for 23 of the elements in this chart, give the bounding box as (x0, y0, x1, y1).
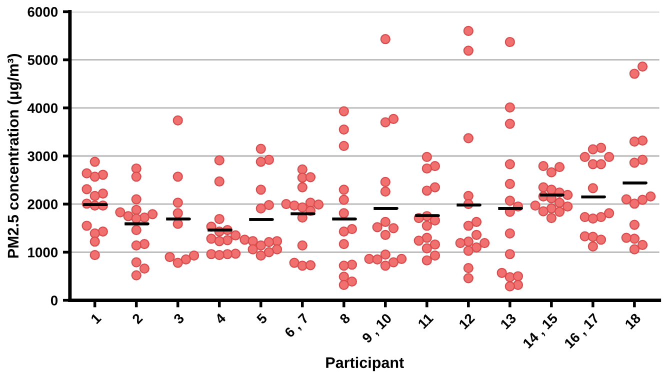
x-tick-label: 16 , 17 (564, 312, 602, 350)
y-axis-title: PM2.5 concentration (μg/m³) (7, 54, 22, 258)
y-tick-label: 1000 (28, 248, 58, 258)
x-tick-label: 8 (338, 312, 351, 324)
x-tick-label: 11 (417, 312, 434, 329)
x-tick-label: 5 (256, 312, 268, 324)
y-tick-label: 0 (50, 296, 58, 306)
x-tick-label: 14 , 15 (522, 312, 560, 350)
x-axis-title: Participant (326, 356, 404, 372)
x-tick-label: 4 (214, 312, 226, 325)
x-tick-label: 12 (458, 312, 476, 330)
x-tick-label: 18 (624, 312, 642, 330)
y-tick-label: 3000 (28, 151, 58, 162)
x-tick-label: 3 (172, 312, 185, 325)
x-tick-label: 13 (500, 312, 517, 330)
x-tick-label: 1 (90, 312, 102, 324)
y-tick-label: 5000 (28, 55, 58, 65)
y-tick-label: 4000 (27, 103, 58, 114)
y-tick-label: 6000 (28, 7, 58, 17)
x-tick-label: 9 , 10 (361, 312, 394, 345)
x-tick-label: 2 (131, 312, 144, 324)
y-tick-label: 2000 (28, 199, 58, 210)
x-tick-label: 6 , 7 (284, 312, 311, 340)
